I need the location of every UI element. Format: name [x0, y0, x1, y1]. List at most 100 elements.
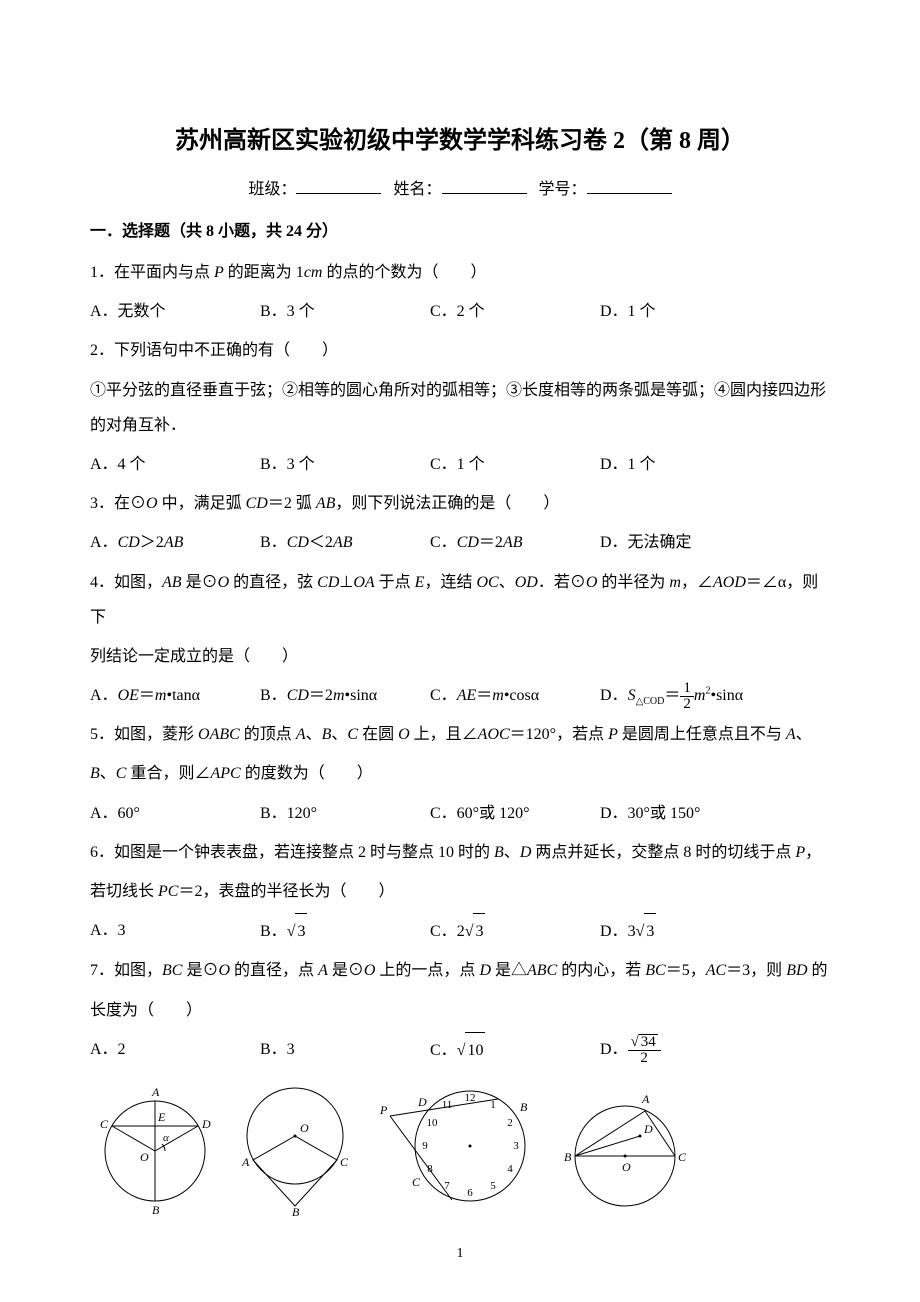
id-blank[interactable]	[587, 178, 672, 194]
id-label: 学号：	[539, 181, 587, 198]
q6-PC: PC	[158, 883, 178, 900]
q6B-sqrt-sym: √	[287, 923, 296, 940]
q7D-pre: D．	[600, 1041, 628, 1058]
q3-optC: C．CD＝2AB	[430, 525, 600, 560]
q3B-cd: CD	[287, 534, 309, 551]
q4D-s: S	[628, 687, 636, 704]
q5-l1g: ＝120°，若点	[510, 726, 608, 743]
q4D-den: 2	[680, 697, 694, 712]
q4-OA: OA	[353, 574, 374, 591]
figures-row: A B C D E O α O A B C 12 1 2 3 4 5 6 7 8…	[90, 1076, 830, 1216]
f4-O: O	[622, 1160, 631, 1174]
q7C-sqrt: 10	[465, 1032, 485, 1068]
q3B-pre: B．	[260, 534, 287, 551]
q1-optA: A．无数个	[90, 294, 260, 329]
q4-options: A．OE＝m•tanα B．CD＝2m•sinα C．AE＝m•cosα D．S…	[90, 678, 830, 713]
q1-optD: D．1 个	[600, 294, 770, 329]
q4C-pre: C．	[430, 687, 457, 704]
q5-l2c: 的度数为（ ）	[241, 765, 373, 782]
q7-options: A．2 B．3 C．√10 D．√342	[90, 1032, 830, 1068]
q4-l1f: ．若⊙	[538, 574, 586, 591]
q6-P: P	[795, 844, 805, 861]
f3-Pl: P	[379, 1103, 388, 1117]
class-label: 班级：	[248, 181, 296, 198]
q5-l1h: 是圆周上任意点且不与	[618, 726, 786, 743]
q7-ABC: ABC	[527, 962, 557, 979]
q4-l1d: 于点	[375, 574, 415, 591]
q7-l1h: 的	[808, 962, 828, 979]
q5-APC: APC	[210, 765, 240, 782]
f2-A: A	[241, 1155, 250, 1169]
q4-optB: B．CD＝2m•sinα	[260, 678, 430, 713]
figure-q6: 12 1 2 3 4 5 6 7 8 9 10 11 B D P C	[370, 1076, 540, 1216]
q4B-cd: CD	[287, 687, 309, 704]
q7D-numv: 34	[639, 1034, 658, 1050]
q7-l1c: 的直径，点	[230, 962, 318, 979]
f3-12: 12	[465, 1092, 476, 1104]
q4-optD: D．S△COD＝12m2•sinα	[600, 678, 800, 713]
q1-options: A．无数个 B．3 个 C．2 个 D．1 个	[90, 294, 830, 329]
q3-optD: D．无法确定	[600, 525, 770, 560]
q3-optB: B．CD＜2AB	[260, 525, 430, 560]
q3C-pre: C．	[430, 534, 457, 551]
q5-l1d: 、	[331, 726, 347, 743]
q6-l1d: ，	[805, 844, 821, 861]
q6D-sqrt-sym: √	[636, 923, 645, 940]
q7-l1e: 上的一点，点	[375, 962, 479, 979]
q7-D: D	[479, 962, 491, 979]
q7C-pre: C．	[430, 1042, 457, 1059]
q4D-eq: ＝	[664, 687, 680, 704]
figure-q4: A B C D E O α	[90, 1076, 220, 1216]
q1-unit: cm	[304, 264, 323, 281]
f4-A: A	[641, 1092, 650, 1106]
q6-optD: D．3√3	[600, 913, 770, 949]
q4-AB: AB	[162, 574, 182, 591]
q6-l2b: ＝2，表盘的半径长为（ ）	[178, 883, 394, 900]
q4-perp: ⊥	[339, 574, 353, 591]
q5-C: C	[347, 726, 358, 743]
q4B-sin: sinα	[350, 687, 377, 704]
page-title: 苏州高新区实验初级中学数学学科练习卷 2（第 8 周）	[90, 120, 830, 155]
f3-Dl: D	[417, 1095, 427, 1109]
q2-optC: C．1 个	[430, 447, 600, 482]
q4-comma: 、	[499, 574, 515, 591]
q7-O2: O	[364, 962, 376, 979]
f1-B: B	[152, 1203, 160, 1216]
q6D-pre: D．	[600, 923, 628, 940]
q5-optA: A．60°	[90, 796, 260, 831]
q6-line2: 若切线长 PC＝2，表盘的半径长为（ ）	[90, 874, 830, 909]
q3A-ab: AB	[164, 534, 184, 551]
q1-end: 的点的个数为（ ）	[322, 264, 486, 281]
class-blank[interactable]	[296, 178, 381, 194]
q4B-m: m	[333, 687, 345, 704]
q4A-oe: OE	[118, 687, 139, 704]
f1-O: O	[140, 1150, 149, 1164]
q2-options: A．4 个 B．3 个 C．1 个 D．1 个	[90, 447, 830, 482]
f1-C: C	[100, 1117, 109, 1131]
q6-optA: A．3	[90, 913, 260, 949]
q5-options: A．60° B．120° C．60°或 120° D．30°或 150°	[90, 796, 830, 831]
question-3: 3．在⊙O 中，满足弧 CD＝2 弧 AB，则下列说法正确的是（ ）	[90, 486, 830, 521]
q1-optB: B．3 个	[260, 294, 430, 329]
q5-l1a: 5．如图，菱形	[90, 726, 198, 743]
q7-l1f: 是△	[491, 962, 527, 979]
q6D-3: 3	[628, 923, 636, 940]
f3-2: 2	[507, 1117, 513, 1129]
f3-Cl: C	[412, 1175, 421, 1189]
q7-optC: C．√10	[430, 1032, 600, 1068]
q5-B: B	[322, 726, 332, 743]
q6-l1a: 6．如图是一个钟表表盘，若连接整点 2 时与整点 10 时的	[90, 844, 494, 861]
q7C-sqrt-sym: √	[457, 1042, 466, 1059]
q7-line2: 长度为（ ）	[90, 993, 830, 1028]
name-blank[interactable]	[442, 178, 527, 194]
q4-l1c: 的直径，弦	[229, 574, 317, 591]
q3-mid: 中，满足弧	[158, 495, 246, 512]
f3-9: 9	[422, 1140, 428, 1152]
q3-eq: ＝2 弧	[268, 495, 316, 512]
q4D-sub: △COD	[636, 696, 665, 707]
f3-5: 5	[490, 1180, 496, 1192]
q3A-cd: CD	[118, 534, 140, 551]
q4D-pre: D．	[600, 687, 628, 704]
q3-pre: 3．在⊙	[90, 495, 146, 512]
q1-pre: 1．在平面内与点	[90, 264, 214, 281]
